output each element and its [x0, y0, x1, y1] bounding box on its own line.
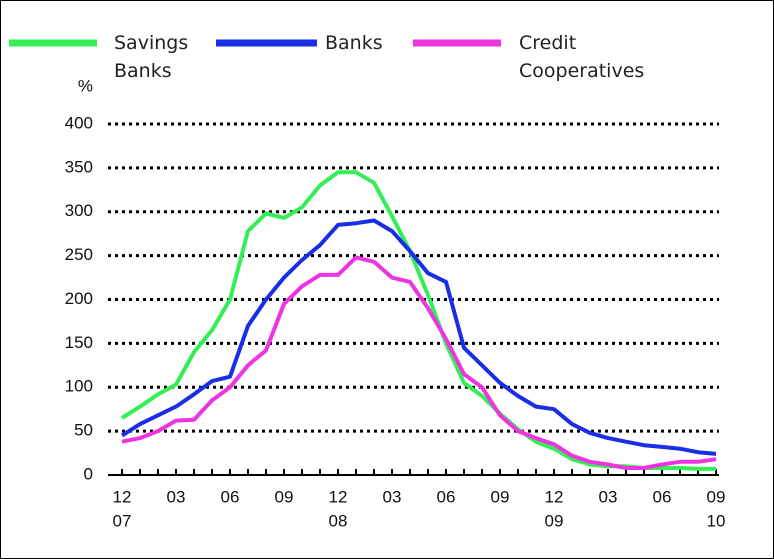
x-tick-label: 12 — [329, 487, 348, 506]
x-tick-label: 09 — [707, 487, 726, 506]
x-year-label: 08 — [329, 511, 348, 530]
y-tick-label: 400 — [65, 113, 93, 132]
y-tick-label: 200 — [65, 289, 93, 308]
x-tick-label: 03 — [383, 487, 402, 506]
y-tick-label: 250 — [65, 245, 93, 264]
x-tick-label: 03 — [167, 487, 186, 506]
legend-label: Banks — [325, 32, 383, 54]
x-year-label: 09 — [545, 511, 564, 530]
x-tick-label: 12 — [545, 487, 564, 506]
series-line — [120, 170, 716, 471]
x-tick-label: 06 — [437, 487, 456, 506]
x-tick-label: 09 — [275, 487, 294, 506]
x-year-label: 10 — [707, 511, 726, 530]
y-tick-label: 150 — [65, 333, 93, 352]
legend-label: Savings Banks — [114, 32, 189, 82]
y-tick-label: 50 — [74, 421, 93, 440]
series-line — [121, 255, 717, 470]
x-tick-label: 06 — [221, 487, 240, 506]
y-tick-label: 300 — [65, 201, 93, 220]
x-tick-label: 12 — [113, 487, 132, 506]
x-tick-label: 06 — [653, 487, 672, 506]
legend-label: Credit Cooperatives — [519, 32, 645, 82]
y-unit: % — [78, 76, 93, 95]
x-tick-label: 03 — [599, 487, 618, 506]
y-tick-label: 350 — [65, 157, 93, 176]
y-tick-label: 0 — [84, 464, 93, 483]
x-tick-label: 09 — [491, 487, 510, 506]
x-year-label: 07 — [113, 511, 132, 530]
series-line — [120, 218, 717, 456]
y-tick-label: 100 — [65, 377, 93, 396]
